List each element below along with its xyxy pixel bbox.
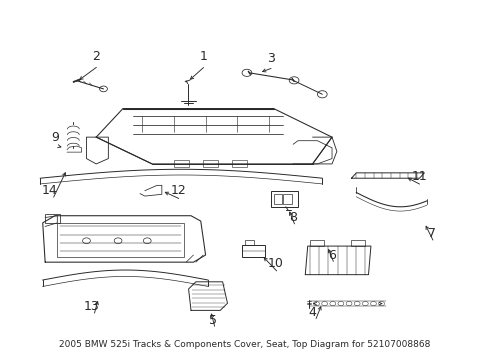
Text: 1: 1 (199, 50, 207, 63)
Text: 11: 11 (411, 170, 427, 183)
Text: 2005 BMW 525i Tracks & Components Cover, Seat, Top Diagram for 52107008868: 2005 BMW 525i Tracks & Components Cover,… (59, 340, 429, 349)
Bar (242, 246, 265, 257)
Bar (271, 191, 297, 207)
Bar (174, 159, 188, 167)
Bar (232, 159, 246, 167)
Text: 7: 7 (427, 227, 435, 240)
Bar (309, 240, 323, 246)
Text: 12: 12 (171, 184, 186, 197)
Bar (351, 240, 365, 246)
Text: 14: 14 (42, 184, 58, 197)
Text: 4: 4 (308, 306, 316, 319)
Text: 6: 6 (327, 248, 335, 261)
Text: 3: 3 (267, 52, 275, 65)
Text: 9: 9 (51, 131, 59, 144)
Text: 10: 10 (267, 257, 284, 270)
Text: 13: 13 (83, 300, 99, 313)
Bar (203, 159, 217, 167)
Bar (283, 194, 291, 204)
Text: 8: 8 (288, 211, 297, 224)
Bar (245, 240, 254, 246)
Text: 2: 2 (92, 50, 100, 63)
Bar (45, 214, 60, 223)
Bar (57, 223, 183, 257)
Text: 5: 5 (208, 314, 217, 327)
Bar (273, 194, 282, 204)
